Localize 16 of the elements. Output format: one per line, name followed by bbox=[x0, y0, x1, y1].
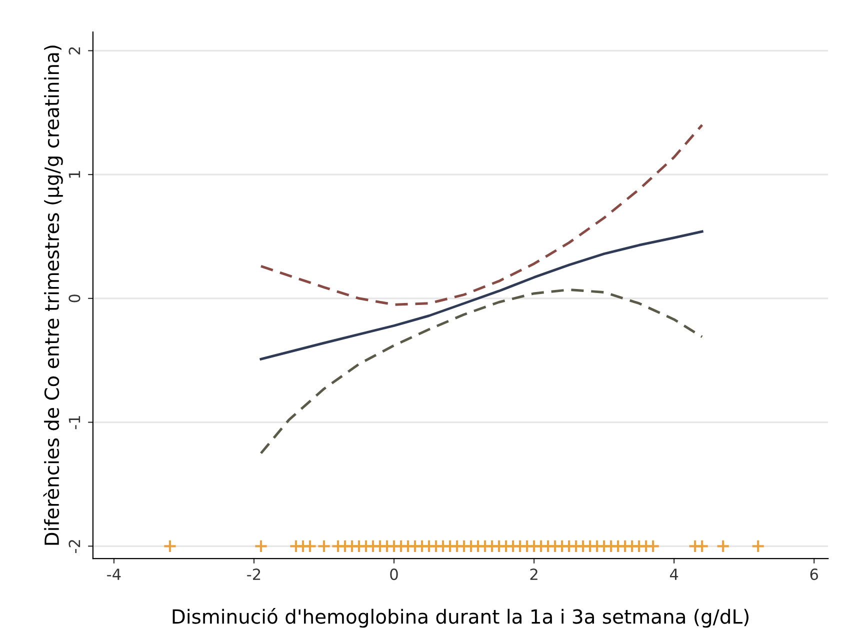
y-tick-label: -2 bbox=[68, 540, 80, 554]
line-series bbox=[260, 230, 704, 360]
x-tick-label: -4 bbox=[107, 568, 121, 580]
x-axis-title: Disminució d'hemoglobina durant la 1a i 3a setmana (g/dL) bbox=[172, 608, 748, 628]
y-axis-title: Diferències de Co entre trimestres (µg/g creatinina) bbox=[43, 46, 63, 545]
y-tick-label: 1 bbox=[68, 171, 80, 178]
y-tick-label: -1 bbox=[68, 416, 80, 430]
y-tick-label: 2 bbox=[68, 47, 80, 54]
line-series bbox=[260, 288, 704, 454]
x-tick-label: 2 bbox=[530, 568, 538, 580]
y-tick-label: 0 bbox=[68, 294, 80, 302]
x-tick-label: 6 bbox=[810, 568, 818, 580]
x-tick-label: 0 bbox=[390, 568, 398, 580]
x-tick-label: 4 bbox=[670, 568, 678, 580]
x-tick-label: -2 bbox=[247, 568, 260, 580]
line-series bbox=[260, 124, 704, 306]
